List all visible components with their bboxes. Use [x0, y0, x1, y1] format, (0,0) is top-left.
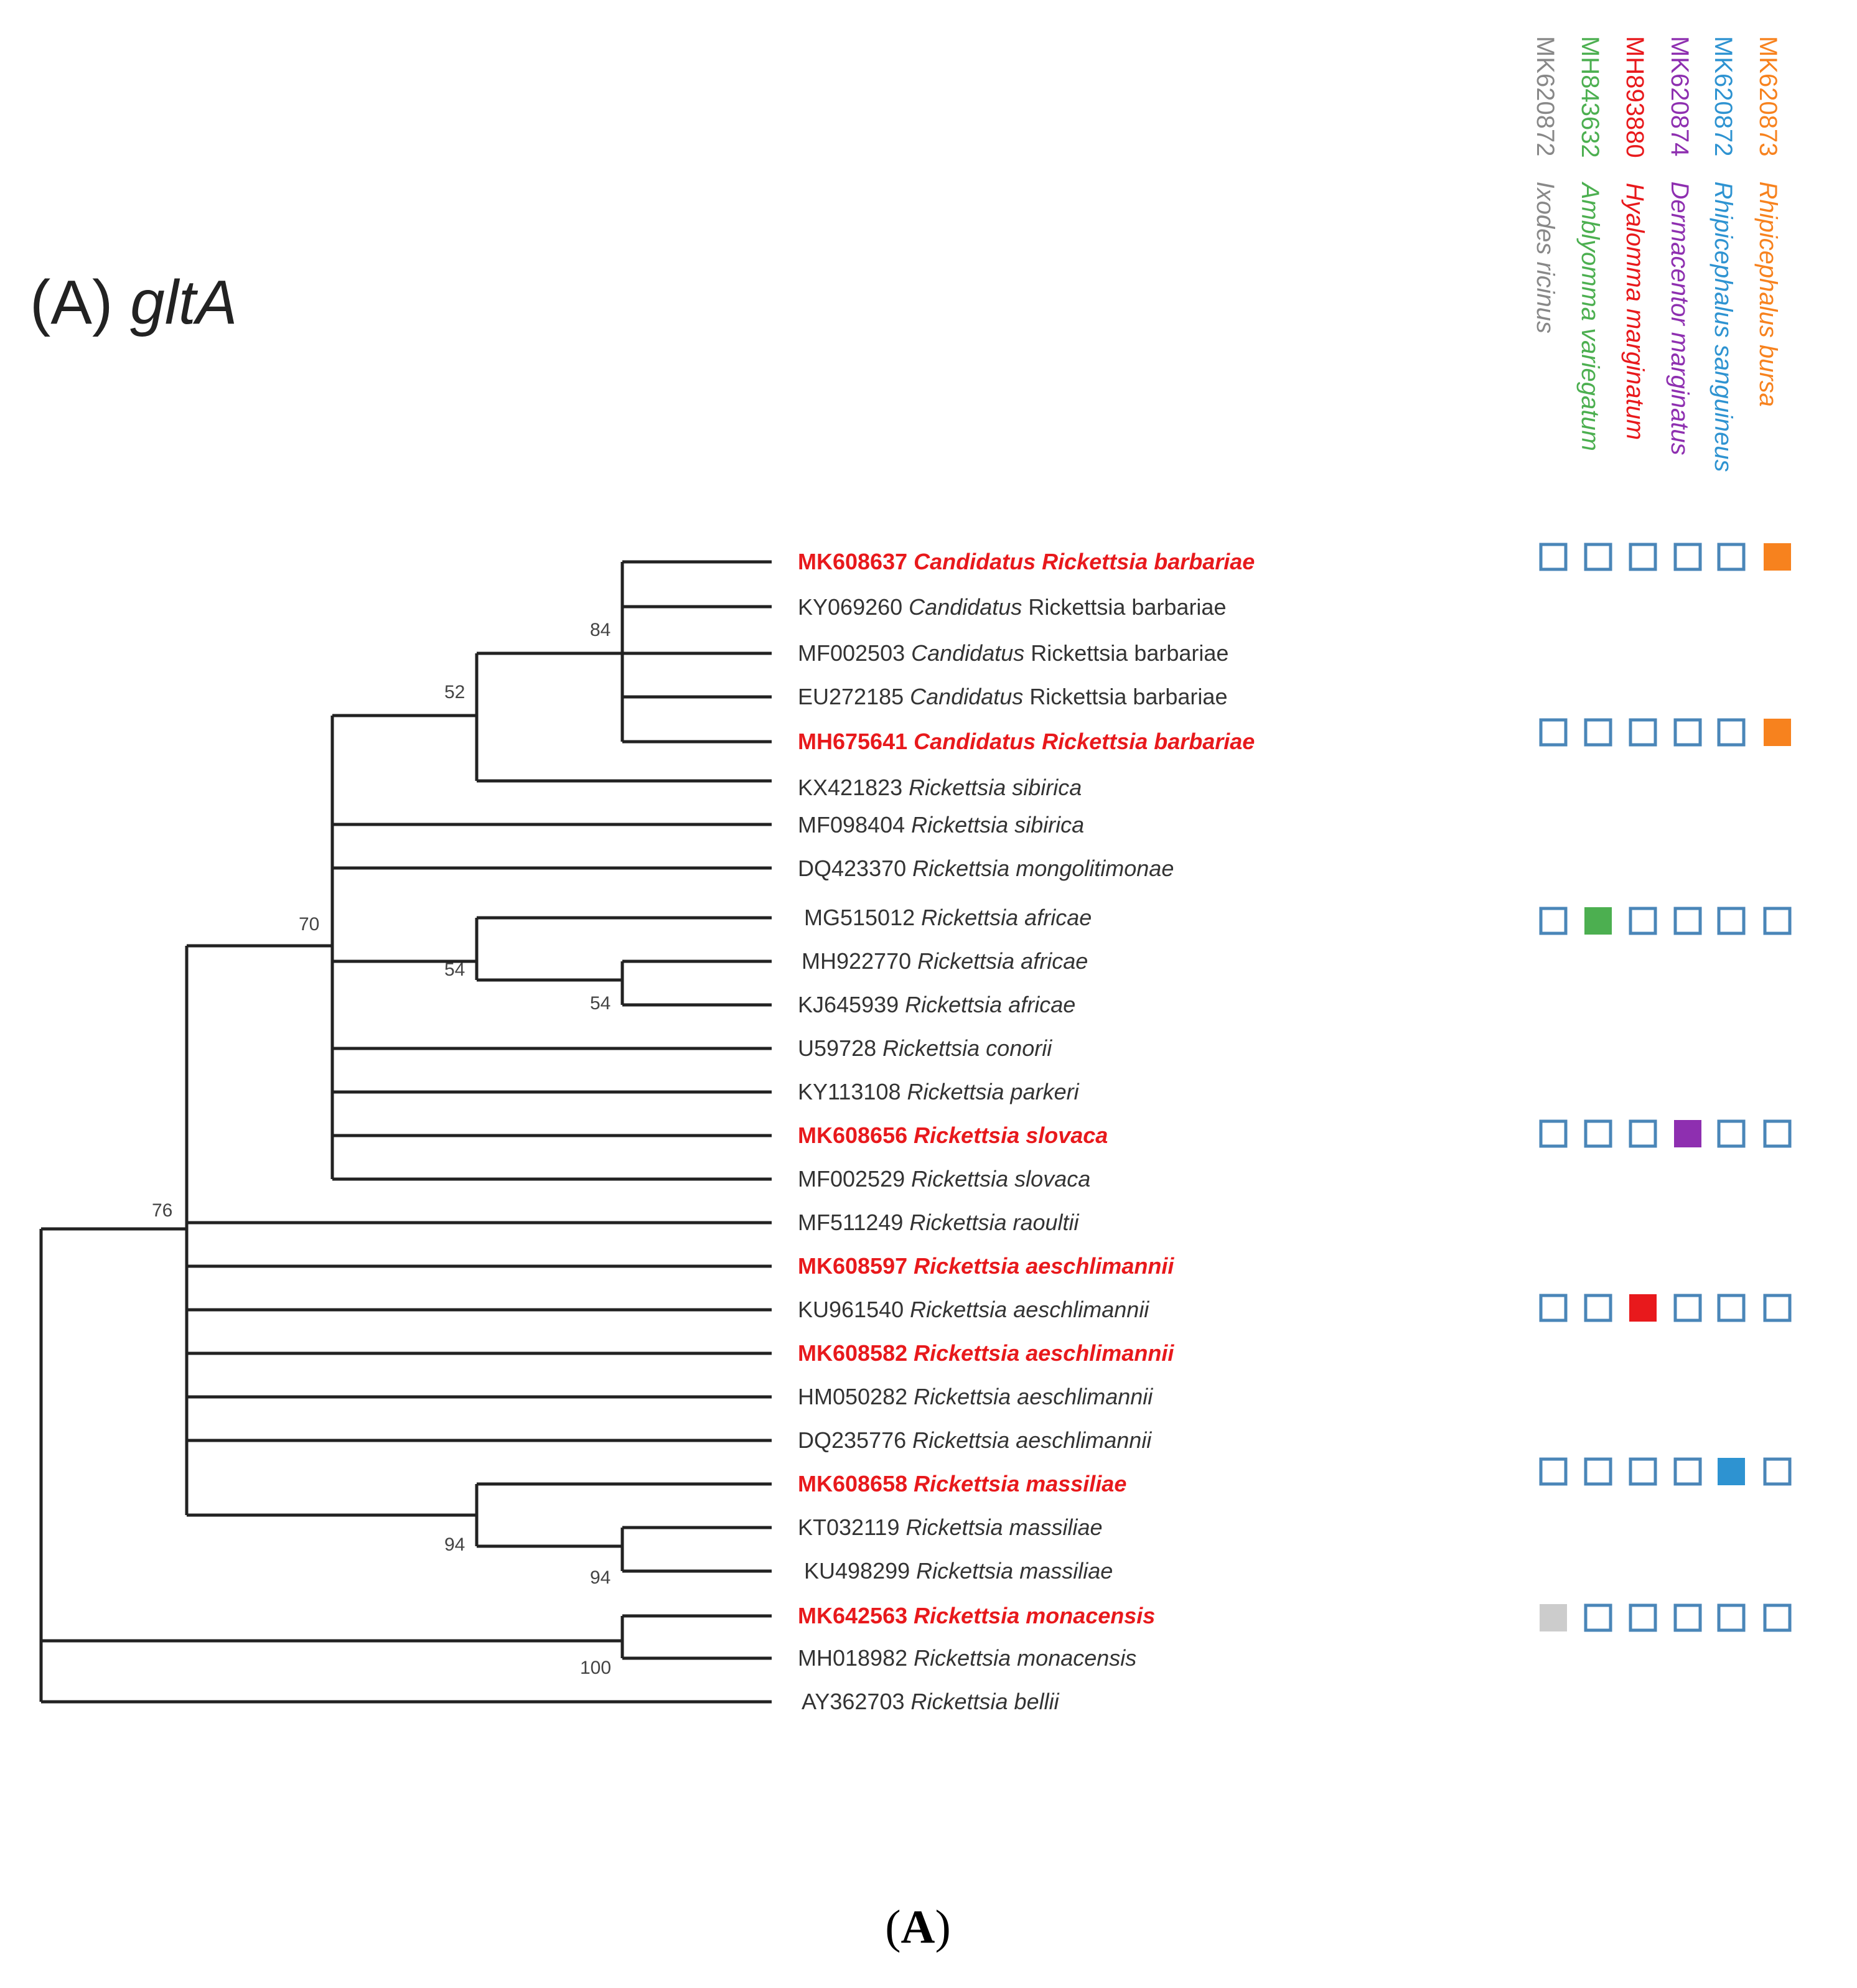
- host-box-empty: [1584, 1119, 1612, 1148]
- host-box-empty: [1717, 1603, 1746, 1632]
- host-box-empty: [1673, 907, 1702, 935]
- host-box-empty: [1763, 1603, 1792, 1632]
- bootstrap-value: 54: [590, 993, 610, 1014]
- figure-caption: (A): [885, 1901, 951, 1953]
- bootstrap-value: 70: [299, 914, 319, 935]
- bootstrap-value: 54: [444, 959, 465, 980]
- taxon-label: DQ235776 Rickettsia aeschlimannii: [798, 1427, 1152, 1453]
- host-box-empty: [1763, 1294, 1792, 1322]
- svg-text:MK620874Dermacentor marginatus: MK620874Dermacentor marginatus: [1666, 36, 1693, 455]
- taxon-label: MK642563 Rickettsia monacensis: [798, 1603, 1155, 1628]
- host-box-empty: [1763, 1119, 1792, 1148]
- taxon-label: MH675641 Candidatus Rickettsia barbariae: [798, 729, 1255, 754]
- taxon-label: MH922770 Rickettsia africae: [802, 948, 1088, 974]
- host-box-empty: [1673, 718, 1702, 747]
- host-legend-entry: MK620874Dermacentor marginatus: [1666, 36, 1693, 455]
- taxon-label: KU961540 Rickettsia aeschlimannii: [798, 1297, 1149, 1322]
- host-box-empty: [1763, 907, 1792, 935]
- svg-text:MH893880Hyalomma marginatum: MH893880Hyalomma marginatum: [1621, 36, 1649, 440]
- host-box-empty: [1584, 1603, 1612, 1632]
- host-box-empty: [1584, 718, 1612, 747]
- taxon-label: MK608637 Candidatus Rickettsia barbariae: [798, 549, 1255, 574]
- taxon-label: KY113108 Rickettsia parkeri: [798, 1079, 1080, 1104]
- host-box-empty: [1539, 543, 1568, 571]
- taxon-label: KT032119 Rickettsia massiliae: [798, 1514, 1103, 1540]
- host-box-empty: [1673, 1603, 1702, 1632]
- bootstrap-value: 94: [590, 1567, 610, 1588]
- taxon-label: HM050282 Rickettsia aeschlimannii: [798, 1384, 1153, 1409]
- taxon-label: MK608597 Rickettsia aeschlimannii: [798, 1253, 1174, 1279]
- svg-text:MK620872Ixodes ricinus: MK620872Ixodes ricinus: [1532, 36, 1559, 334]
- taxon-label: MK608656 Rickettsia slovaca: [798, 1122, 1108, 1148]
- host-box-empty: [1584, 1457, 1612, 1486]
- host-legend-entry: MK620872Ixodes ricinus: [1532, 36, 1559, 334]
- bootstrap-value: 84: [590, 620, 610, 640]
- svg-text:MK620872Rhipicephalus sanguine: MK620872Rhipicephalus sanguineus: [1710, 36, 1737, 472]
- bootstrap-value: 76: [152, 1200, 172, 1221]
- svg-text:MH843632Amblyomma variegatum: MH843632Amblyomma variegatum: [1576, 36, 1604, 451]
- host-legend: MK620872Ixodes ricinus MH843632Amblyomma…: [1532, 36, 1782, 472]
- host-box-empty: [1539, 1119, 1568, 1148]
- host-box-empty: [1629, 543, 1657, 571]
- host-box-empty: [1629, 718, 1657, 747]
- host-box-empty: [1717, 543, 1746, 571]
- host-legend-entry: MK620872Rhipicephalus sanguineus: [1710, 36, 1737, 472]
- taxon-label: MF002529 Rickettsia slovaca: [798, 1166, 1090, 1192]
- host-box-empty: [1629, 907, 1657, 935]
- host-box-empty: [1539, 1457, 1568, 1486]
- bootstrap-values: 84 52 70 54 54 76 94 94 100: [152, 620, 611, 1678]
- taxon-label: MK608582 Rickettsia aeschlimannii: [798, 1340, 1174, 1366]
- host-box-empty: [1584, 543, 1612, 571]
- host-box-empty: [1629, 1119, 1657, 1148]
- svg-text:MK620873Rhipicephalus bursa: MK620873Rhipicephalus bursa: [1754, 36, 1782, 407]
- taxon-label: MH018982 Rickettsia monacensis: [798, 1645, 1136, 1671]
- host-box-filled: [1674, 1120, 1701, 1147]
- host-legend-entry: MH893880Hyalomma marginatum: [1621, 36, 1649, 440]
- taxon-label: AY362703 Rickettsia bellii: [802, 1689, 1060, 1714]
- taxon-label: MF002503 Candidatus Rickettsia barbariae: [798, 640, 1228, 666]
- host-matrix: [1539, 543, 1792, 1632]
- host-box-empty: [1539, 907, 1568, 935]
- host-box-empty: [1717, 1119, 1746, 1148]
- host-box-empty: [1717, 718, 1746, 747]
- bootstrap-value: 52: [444, 682, 465, 702]
- taxon-label: U59728 Rickettsia conorii: [798, 1035, 1052, 1061]
- taxon-label: DQ423370 Rickettsia mongolitimonae: [798, 856, 1174, 881]
- host-legend-entry: MK620873Rhipicephalus bursa: [1754, 36, 1782, 407]
- host-box-empty: [1539, 718, 1568, 747]
- host-legend-entry: MH843632Amblyomma variegatum: [1576, 36, 1604, 451]
- taxon-label: KJ645939 Rickettsia africae: [798, 992, 1075, 1017]
- host-box-filled: [1629, 1294, 1657, 1322]
- taxon-labels: MK608637 Candidatus Rickettsia barbariae…: [798, 549, 1255, 1714]
- taxon-label: MF098404 Rickettsia sibirica: [798, 812, 1084, 838]
- host-box-empty: [1673, 543, 1702, 571]
- taxon-label: KU498299 Rickettsia massiliae: [804, 1558, 1113, 1584]
- host-box-empty: [1673, 1457, 1702, 1486]
- host-box-empty: [1717, 1294, 1746, 1322]
- host-box-filled: [1764, 719, 1791, 746]
- tree-branches: [39, 560, 772, 1704]
- host-box-empty: [1717, 907, 1746, 935]
- panel-title: (A) gltA: [30, 268, 237, 337]
- bootstrap-value: 100: [580, 1658, 611, 1678]
- host-box-empty: [1763, 1457, 1792, 1486]
- taxon-label: MK608658 Rickettsia massiliae: [798, 1471, 1126, 1496]
- bootstrap-value: 94: [444, 1534, 465, 1555]
- host-box-empty: [1629, 1457, 1657, 1486]
- host-box-empty: [1539, 1294, 1568, 1322]
- host-box-filled: [1540, 1604, 1567, 1631]
- taxon-label: EU272185 Candidatus Rickettsia barbariae: [798, 684, 1227, 709]
- host-box-filled: [1584, 907, 1612, 935]
- host-box-empty: [1673, 1294, 1702, 1322]
- taxon-label: KX421823 Rickettsia sibirica: [798, 775, 1082, 800]
- host-box-empty: [1629, 1603, 1657, 1632]
- host-box-empty: [1584, 1294, 1612, 1322]
- host-box-filled: [1764, 543, 1791, 571]
- taxon-label: KY069260 Candidatus Rickettsia barbariae: [798, 594, 1226, 620]
- host-box-filled: [1718, 1458, 1745, 1485]
- taxon-label: MF511249 Rickettsia raoultii: [798, 1210, 1080, 1235]
- taxon-label: MG515012 Rickettsia africae: [804, 905, 1092, 930]
